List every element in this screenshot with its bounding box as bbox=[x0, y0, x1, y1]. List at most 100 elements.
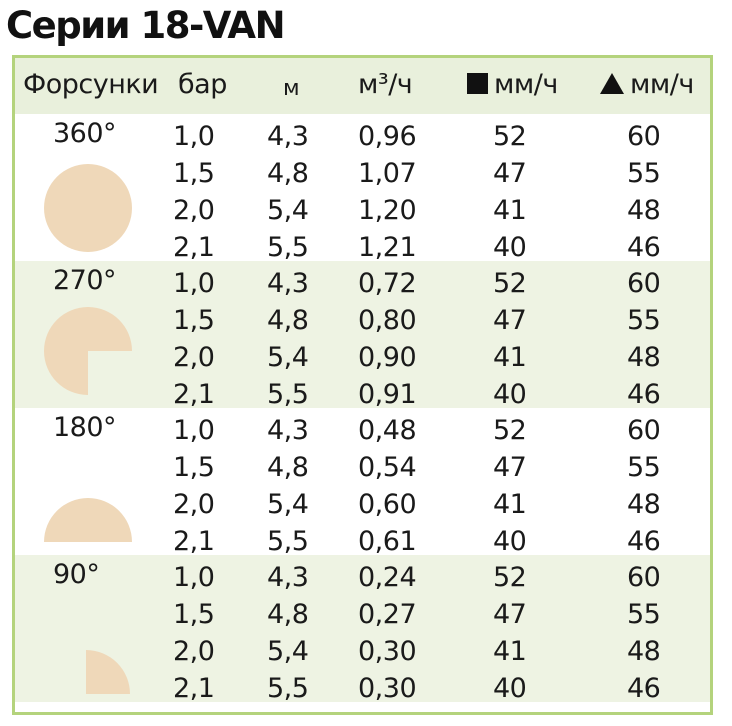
square-rate-cell: 52 bbox=[493, 415, 527, 446]
pressure-cell: 2,0 bbox=[173, 342, 215, 373]
radius-cell: 4,8 bbox=[267, 305, 309, 336]
half-circle-icon bbox=[43, 497, 133, 547]
radius-cell: 5,4 bbox=[267, 342, 309, 373]
table-header: Форсунки бар м м³/ч мм/ч мм/ч bbox=[15, 58, 710, 114]
table-row: 1,0 4,3 0,96 52 60 bbox=[15, 118, 710, 155]
pressure-cell: 1,0 bbox=[173, 562, 215, 593]
square-rate-cell: 41 bbox=[493, 195, 527, 226]
square-rate-cell: 47 bbox=[493, 452, 527, 483]
triangle-rate-cell: 48 bbox=[627, 342, 661, 373]
square-rate-cell: 47 bbox=[493, 158, 527, 189]
pressure-cell: 2,0 bbox=[173, 489, 215, 520]
square-rate-cell: 47 bbox=[493, 599, 527, 630]
radius-cell: 4,3 bbox=[267, 562, 309, 593]
triangle-rate-cell: 55 bbox=[627, 452, 661, 483]
table-row: 2,1 5,5 1,21 40 46 bbox=[15, 229, 710, 266]
flow-cell: 0,96 bbox=[358, 121, 417, 152]
table-row: 1,5 4,8 0,27 47 55 bbox=[15, 596, 710, 633]
table-row: 1,5 4,8 1,07 47 55 bbox=[15, 155, 710, 192]
pressure-cell: 1,5 bbox=[173, 305, 215, 336]
square-rate-cell: 47 bbox=[493, 305, 527, 336]
pressure-cell: 1,5 bbox=[173, 599, 215, 630]
flow-cell: 0,27 bbox=[358, 599, 417, 630]
square-rate-cell: 41 bbox=[493, 342, 527, 373]
square-rate-cell: 52 bbox=[493, 268, 527, 299]
flow-cell: 0,48 bbox=[358, 415, 417, 446]
table-row: 2,0 5,4 1,20 41 48 bbox=[15, 192, 710, 229]
flow-cell: 0,80 bbox=[358, 305, 417, 336]
flow-cell: 0,72 bbox=[358, 268, 417, 299]
triangle-rate-cell: 55 bbox=[627, 599, 661, 630]
arc-label: 360° bbox=[53, 118, 117, 149]
pressure-cell: 2,1 bbox=[173, 526, 215, 557]
table-row: 1,0 4,3 0,48 52 60 bbox=[15, 412, 710, 449]
flow-cell: 0,61 bbox=[358, 526, 417, 557]
triangle-rate-cell: 46 bbox=[627, 379, 661, 410]
flow-cell: 0,54 bbox=[358, 452, 417, 483]
pressure-cell: 1,0 bbox=[173, 121, 215, 152]
table-row: 2,1 5,5 0,91 40 46 bbox=[15, 376, 710, 413]
pressure-cell: 1,5 bbox=[173, 452, 215, 483]
radius-cell: 5,4 bbox=[267, 195, 309, 226]
radius-cell: 5,5 bbox=[267, 379, 309, 410]
radius-cell: 5,4 bbox=[267, 636, 309, 667]
square-icon bbox=[467, 73, 488, 94]
arc-label: 180° bbox=[53, 412, 117, 443]
nozzle-group: 270° 1,0 4,3 0,72 52 60 1,5 4,8 0,80 47 55 2,0 5,4 0,… bbox=[15, 261, 710, 410]
header-triangle-rate: мм/ч bbox=[600, 68, 694, 102]
square-rate-cell: 52 bbox=[493, 562, 527, 593]
flow-cell: 0,24 bbox=[358, 562, 417, 593]
table-row: 1,5 4,8 0,80 47 55 bbox=[15, 302, 710, 339]
square-rate-cell: 41 bbox=[493, 489, 527, 520]
pressure-cell: 2,1 bbox=[173, 232, 215, 263]
pressure-cell: 1,0 bbox=[173, 415, 215, 446]
table-row: 1,0 4,3 0,24 52 60 bbox=[15, 559, 710, 596]
three-quarter-circle-icon bbox=[43, 306, 133, 400]
flow-cell: 0,30 bbox=[358, 636, 417, 667]
header-square-rate: мм/ч bbox=[467, 68, 558, 102]
flow-cell: 1,20 bbox=[358, 195, 417, 226]
square-rate-cell: 40 bbox=[493, 232, 527, 263]
triangle-rate-cell: 46 bbox=[627, 673, 661, 704]
triangle-icon bbox=[600, 73, 624, 94]
radius-cell: 4,3 bbox=[267, 268, 309, 299]
triangle-rate-cell: 60 bbox=[627, 562, 661, 593]
pressure-cell: 1,5 bbox=[173, 158, 215, 189]
arc-label: 270° bbox=[53, 265, 117, 296]
square-rate-cell: 40 bbox=[493, 673, 527, 704]
table-row: 2,1 5,5 0,30 40 46 bbox=[15, 670, 710, 707]
quarter-circle-icon bbox=[85, 649, 131, 699]
nozzle-group: 180° 1,0 4,3 0,48 52 60 1,5 4,8 0,54 47 55 2,0 5,4 0,… bbox=[15, 408, 710, 557]
flow-cell: 0,30 bbox=[358, 673, 417, 704]
flow-cell: 0,91 bbox=[358, 379, 417, 410]
radius-cell: 5,4 bbox=[267, 489, 309, 520]
radius-cell: 5,5 bbox=[267, 526, 309, 557]
pressure-cell: 2,0 bbox=[173, 195, 215, 226]
radius-cell: 4,8 bbox=[267, 452, 309, 483]
pressure-cell: 2,0 bbox=[173, 636, 215, 667]
square-rate-cell: 40 bbox=[493, 526, 527, 557]
arc-label: 90° bbox=[53, 559, 100, 590]
triangle-rate-cell: 48 bbox=[627, 195, 661, 226]
page-title: Серии 18-VAN bbox=[6, 4, 286, 47]
square-rate-cell: 41 bbox=[493, 636, 527, 667]
table-row: 2,0 5,4 0,30 41 48 bbox=[15, 633, 710, 670]
header-bar: бар bbox=[178, 69, 227, 100]
triangle-rate-cell: 48 bbox=[627, 489, 661, 520]
table-row: 1,5 4,8 0,54 47 55 bbox=[15, 449, 710, 486]
triangle-rate-cell: 55 bbox=[627, 305, 661, 336]
nozzle-group: 90° 1,0 4,3 0,24 52 60 1,5 4,8 0,27 47 55 2,0 5,4 0,3… bbox=[15, 555, 710, 704]
radius-cell: 5,5 bbox=[267, 673, 309, 704]
radius-cell: 5,5 bbox=[267, 232, 309, 263]
square-rate-cell: 40 bbox=[493, 379, 527, 410]
table-row: 2,1 5,5 0,61 40 46 bbox=[15, 523, 710, 560]
flow-cell: 1,07 bbox=[358, 158, 417, 189]
radius-cell: 4,8 bbox=[267, 599, 309, 630]
table-row: 2,0 5,4 0,60 41 48 bbox=[15, 486, 710, 523]
table-row: 1,0 4,3 0,72 52 60 bbox=[15, 265, 710, 302]
triangle-rate-cell: 48 bbox=[627, 636, 661, 667]
table-row: 2,0 5,4 0,90 41 48 bbox=[15, 339, 710, 376]
header-flow: м³/ч bbox=[358, 69, 413, 100]
pressure-cell: 2,1 bbox=[173, 673, 215, 704]
flow-cell: 0,90 bbox=[358, 342, 417, 373]
